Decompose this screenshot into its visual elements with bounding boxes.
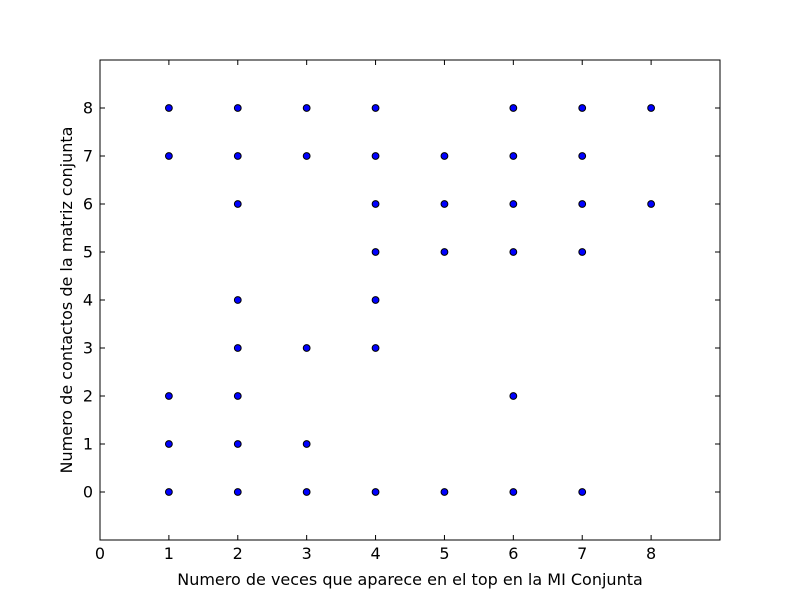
y-tick-label: 0: [83, 483, 93, 502]
scatter-point: [164, 392, 173, 400]
x-tick-label: 0: [95, 544, 105, 563]
x-tick-label: 3: [302, 544, 312, 563]
scatter-point: [440, 152, 449, 160]
scatter-point: [371, 488, 380, 496]
x-tick-label: 5: [439, 544, 449, 563]
scatter-point: [578, 248, 587, 256]
y-tick-label: 8: [83, 99, 93, 118]
scatter-point: [302, 104, 311, 112]
scatter-point: [302, 152, 311, 160]
scatter-point: [233, 488, 242, 496]
scatter-point: [164, 104, 173, 112]
x-tick-label: 6: [508, 544, 518, 563]
scatter-point: [509, 248, 518, 256]
scatter-point: [647, 200, 656, 208]
x-axis-label: Numero de veces que aparece en el top en…: [177, 570, 643, 589]
x-tick-label: 8: [646, 544, 656, 563]
scatter-point: [371, 152, 380, 160]
scatter-point: [440, 248, 449, 256]
points-layer: [164, 104, 656, 496]
x-tick-label: 2: [233, 544, 243, 563]
scatter-point: [371, 296, 380, 304]
scatter-point: [509, 392, 518, 400]
ticks-layer: [99, 60, 720, 540]
tick-labels-layer: 0 1 2 3 4 5 6 7 8 0 1 2 3 4 5 6 7 8: [83, 99, 656, 564]
y-tick-label: 4: [83, 291, 93, 310]
scatter-point: [302, 344, 311, 352]
scatter-point: [164, 152, 173, 160]
scatter-point: [164, 488, 173, 496]
scatter-point: [233, 344, 242, 352]
scatter-point: [371, 104, 380, 112]
y-axis-label: Numero de contactos de la matriz conjunt…: [57, 127, 76, 474]
scatter-point: [371, 344, 380, 352]
scatter-point: [509, 488, 518, 496]
scatter-point: [302, 440, 311, 448]
plot-frame: [99, 59, 721, 541]
y-tick-label: 7: [83, 147, 93, 166]
scatter-point: [578, 104, 587, 112]
x-tick-label: 4: [370, 544, 380, 563]
x-tick-label: 1: [164, 544, 174, 563]
scatter-point: [440, 200, 449, 208]
scatter-point: [233, 104, 242, 112]
y-tick-label: 1: [83, 435, 93, 454]
scatter-point: [509, 104, 518, 112]
scatter-point: [578, 488, 587, 496]
y-tick-label: 6: [83, 195, 93, 214]
scatter-point: [647, 104, 656, 112]
scatter-point: [233, 152, 242, 160]
scatter-point: [578, 152, 587, 160]
scatter-point: [302, 488, 311, 496]
scatter-point: [509, 152, 518, 160]
scatter-point: [233, 200, 242, 208]
scatter-point: [371, 200, 380, 208]
scatter-point: [164, 440, 173, 448]
scatter-point: [440, 488, 449, 496]
y-tick-label: 5: [83, 243, 93, 262]
scatter-point: [578, 200, 587, 208]
y-tick-label: 3: [83, 339, 93, 358]
scatter-point: [371, 248, 380, 256]
x-tick-label: 7: [577, 544, 587, 563]
scatter-point: [233, 440, 242, 448]
scatter-point: [509, 200, 518, 208]
scatter-point: [233, 296, 242, 304]
y-tick-label: 2: [83, 387, 93, 406]
scatter-point: [233, 392, 242, 400]
